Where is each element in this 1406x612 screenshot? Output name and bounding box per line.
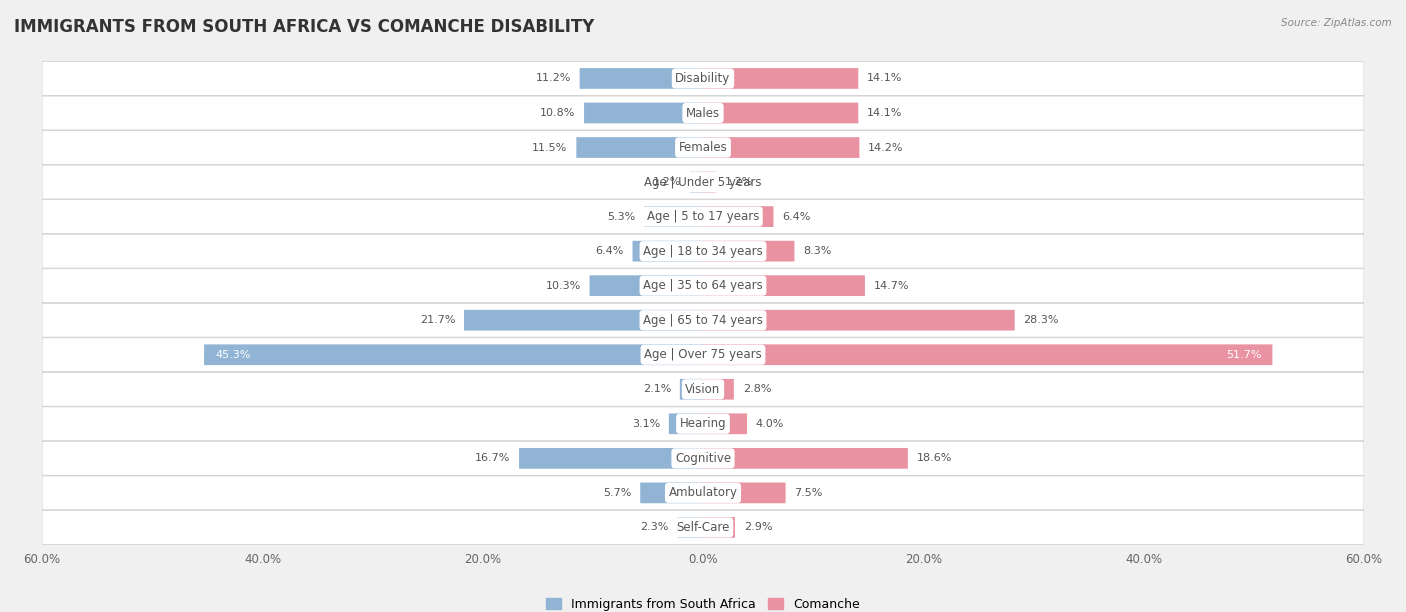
Text: Age | 35 to 64 years: Age | 35 to 64 years — [643, 279, 763, 292]
FancyBboxPatch shape — [42, 476, 1364, 510]
FancyBboxPatch shape — [204, 345, 703, 365]
Text: 2.9%: 2.9% — [744, 523, 772, 532]
FancyBboxPatch shape — [640, 482, 703, 503]
FancyBboxPatch shape — [579, 68, 703, 89]
FancyBboxPatch shape — [703, 310, 1015, 330]
Text: Ambulatory: Ambulatory — [668, 487, 738, 499]
Text: Age | Under 5 years: Age | Under 5 years — [644, 176, 762, 188]
Text: 2.3%: 2.3% — [641, 523, 669, 532]
Text: IMMIGRANTS FROM SOUTH AFRICA VS COMANCHE DISABILITY: IMMIGRANTS FROM SOUTH AFRICA VS COMANCHE… — [14, 18, 595, 36]
FancyBboxPatch shape — [42, 200, 1364, 234]
Text: Age | 5 to 17 years: Age | 5 to 17 years — [647, 210, 759, 223]
Text: 18.6%: 18.6% — [917, 453, 952, 463]
FancyBboxPatch shape — [583, 103, 703, 124]
Text: 1.2%: 1.2% — [652, 177, 681, 187]
Text: 14.7%: 14.7% — [873, 281, 910, 291]
FancyBboxPatch shape — [42, 165, 1364, 199]
FancyBboxPatch shape — [703, 275, 865, 296]
Text: Self-Care: Self-Care — [676, 521, 730, 534]
FancyBboxPatch shape — [519, 448, 703, 469]
FancyBboxPatch shape — [42, 62, 1364, 95]
FancyBboxPatch shape — [42, 407, 1364, 441]
Text: Disability: Disability — [675, 72, 731, 85]
Text: 10.3%: 10.3% — [546, 281, 581, 291]
FancyBboxPatch shape — [703, 482, 786, 503]
Text: 14.1%: 14.1% — [868, 73, 903, 83]
FancyBboxPatch shape — [42, 130, 1364, 165]
Text: 10.8%: 10.8% — [540, 108, 575, 118]
FancyBboxPatch shape — [703, 137, 859, 158]
FancyBboxPatch shape — [589, 275, 703, 296]
Text: Age | 65 to 74 years: Age | 65 to 74 years — [643, 314, 763, 327]
FancyBboxPatch shape — [42, 372, 1364, 406]
Legend: Immigrants from South Africa, Comanche: Immigrants from South Africa, Comanche — [546, 598, 860, 611]
FancyBboxPatch shape — [703, 241, 794, 261]
Text: Vision: Vision — [685, 382, 721, 396]
Text: Males: Males — [686, 106, 720, 119]
FancyBboxPatch shape — [703, 68, 858, 89]
FancyBboxPatch shape — [678, 517, 703, 538]
Text: Age | 18 to 34 years: Age | 18 to 34 years — [643, 245, 763, 258]
Text: 16.7%: 16.7% — [475, 453, 510, 463]
Text: 45.3%: 45.3% — [215, 349, 250, 360]
Text: Hearing: Hearing — [679, 417, 727, 430]
FancyBboxPatch shape — [703, 414, 747, 434]
Text: 6.4%: 6.4% — [595, 246, 624, 256]
FancyBboxPatch shape — [703, 345, 1272, 365]
FancyBboxPatch shape — [42, 510, 1364, 544]
Text: 21.7%: 21.7% — [420, 315, 456, 325]
Text: 2.1%: 2.1% — [643, 384, 671, 394]
FancyBboxPatch shape — [703, 172, 716, 192]
Text: Cognitive: Cognitive — [675, 452, 731, 465]
FancyBboxPatch shape — [42, 441, 1364, 476]
Text: 5.3%: 5.3% — [607, 212, 636, 222]
Text: 4.0%: 4.0% — [756, 419, 785, 429]
FancyBboxPatch shape — [703, 103, 858, 124]
Text: 51.7%: 51.7% — [1226, 349, 1261, 360]
Text: Source: ZipAtlas.com: Source: ZipAtlas.com — [1281, 18, 1392, 28]
Text: 6.4%: 6.4% — [782, 212, 811, 222]
Text: 1.2%: 1.2% — [725, 177, 754, 187]
FancyBboxPatch shape — [703, 206, 773, 227]
Text: 2.8%: 2.8% — [742, 384, 770, 394]
Text: 14.2%: 14.2% — [868, 143, 904, 152]
Text: Age | Over 75 years: Age | Over 75 years — [644, 348, 762, 361]
FancyBboxPatch shape — [464, 310, 703, 330]
FancyBboxPatch shape — [669, 414, 703, 434]
FancyBboxPatch shape — [681, 379, 703, 400]
FancyBboxPatch shape — [42, 234, 1364, 268]
FancyBboxPatch shape — [42, 304, 1364, 337]
Text: 11.5%: 11.5% — [533, 143, 568, 152]
Text: 7.5%: 7.5% — [794, 488, 823, 498]
Text: 11.2%: 11.2% — [536, 73, 571, 83]
Text: 5.7%: 5.7% — [603, 488, 631, 498]
FancyBboxPatch shape — [703, 379, 734, 400]
FancyBboxPatch shape — [576, 137, 703, 158]
Text: 8.3%: 8.3% — [803, 246, 831, 256]
Text: 3.1%: 3.1% — [631, 419, 659, 429]
Text: 14.1%: 14.1% — [868, 108, 903, 118]
FancyBboxPatch shape — [42, 96, 1364, 130]
Text: 28.3%: 28.3% — [1024, 315, 1059, 325]
FancyBboxPatch shape — [633, 241, 703, 261]
FancyBboxPatch shape — [690, 172, 703, 192]
Text: Females: Females — [679, 141, 727, 154]
FancyBboxPatch shape — [42, 338, 1364, 371]
FancyBboxPatch shape — [703, 517, 735, 538]
FancyBboxPatch shape — [42, 269, 1364, 302]
FancyBboxPatch shape — [703, 448, 908, 469]
FancyBboxPatch shape — [644, 206, 703, 227]
